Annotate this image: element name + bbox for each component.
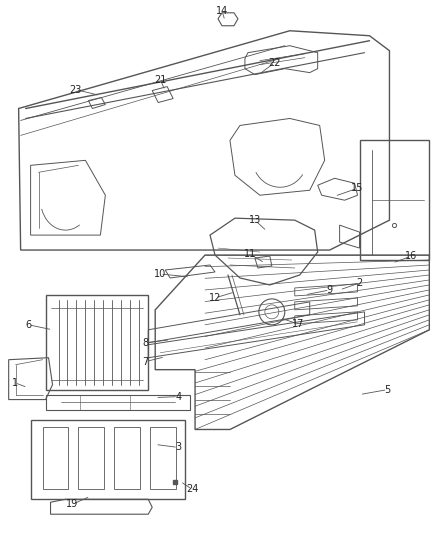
Text: 6: 6 [25, 320, 32, 330]
Text: 5: 5 [384, 385, 391, 394]
Text: 3: 3 [175, 442, 181, 453]
Text: 7: 7 [142, 357, 148, 367]
Text: 15: 15 [351, 183, 364, 193]
Text: 11: 11 [244, 249, 256, 259]
Text: 8: 8 [142, 338, 148, 348]
Text: 14: 14 [216, 6, 228, 16]
Text: 16: 16 [405, 251, 417, 261]
Text: 19: 19 [66, 499, 78, 509]
Text: 2: 2 [357, 278, 363, 288]
Text: 23: 23 [69, 85, 81, 94]
Text: 22: 22 [268, 58, 281, 68]
Text: 12: 12 [209, 293, 221, 303]
Text: 13: 13 [249, 215, 261, 225]
Text: 24: 24 [186, 484, 198, 494]
Text: 9: 9 [327, 285, 333, 295]
Text: 1: 1 [11, 378, 18, 387]
Text: 10: 10 [154, 269, 166, 279]
Text: 4: 4 [175, 392, 181, 401]
Text: 17: 17 [292, 319, 304, 329]
Text: 21: 21 [154, 75, 166, 85]
